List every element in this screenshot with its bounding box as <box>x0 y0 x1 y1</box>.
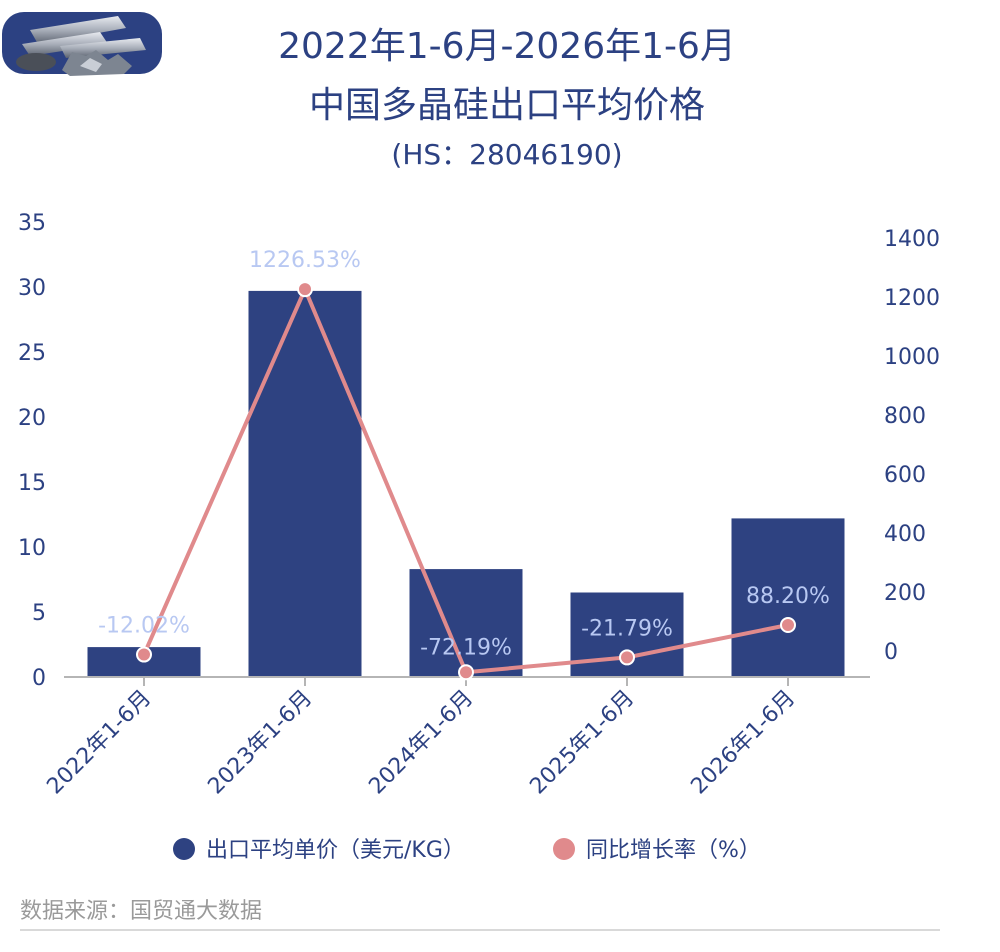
y-right-tick-label: 600 <box>884 463 926 488</box>
x-axis: 2022年1-6月 2023年1-6月 2024年1-6月 2025年1-6月 2026… <box>42 677 800 799</box>
growth-rate-point <box>297 281 313 298</box>
growth-rate-label: -12.02% <box>98 614 190 639</box>
chart-title-line1: 2022年1-6月-2026年1-6月 <box>278 26 736 67</box>
legend: 出口平均单价（美元/KG） 同比增长率（%） <box>173 838 761 863</box>
y-left-tick-label: 0 <box>32 666 46 691</box>
y-right-tick-label: 800 <box>884 404 926 429</box>
legend-marker-bar <box>173 838 195 860</box>
y-axis-left: 0 5 10 15 20 25 30 35 <box>18 211 46 691</box>
y-left-tick-label: 25 <box>18 341 46 366</box>
data-labels: -12.02% 1226.53% -72.19% -21.79% 88.20% <box>98 248 830 660</box>
x-tick-label: 2023年1-6月 <box>203 686 317 800</box>
x-tick-label: 2026年1-6月 <box>686 686 800 800</box>
y-left-tick-label: 10 <box>18 536 46 561</box>
growth-rate-label: 88.20% <box>746 584 830 609</box>
y-right-tick-label: 400 <box>884 522 926 547</box>
y-left-tick-label: 20 <box>18 406 46 431</box>
line-series <box>136 281 796 681</box>
growth-rate-point <box>458 664 474 681</box>
y-right-tick-label: 0 <box>884 640 898 665</box>
silicon-ingots-image <box>2 12 162 76</box>
growth-rate-point <box>780 616 796 633</box>
x-tick-label: 2025年1-6月 <box>525 686 639 800</box>
x-tick-label: 2024年1-6月 <box>364 686 478 800</box>
chart-subtitle: (HS：28046190) <box>391 138 622 171</box>
data-source: 数据来源：国贸通大数据 <box>20 899 262 924</box>
y-right-tick-label: 1400 <box>884 227 940 252</box>
growth-rate-label: -21.79% <box>581 616 673 641</box>
legend-label-line: 同比增长率（%） <box>586 838 761 863</box>
bar <box>731 518 845 677</box>
y-left-tick-label: 15 <box>18 471 46 496</box>
y-left-tick-label: 30 <box>18 276 46 301</box>
y-right-tick-label: 1200 <box>884 286 940 311</box>
y-axis-right: 0 200 400 600 800 1000 1200 1400 <box>884 227 940 665</box>
y-right-tick-label: 200 <box>884 581 926 606</box>
y-right-tick-label: 1000 <box>884 345 940 370</box>
x-tick-label: 2022年1-6月 <box>42 686 156 800</box>
legend-marker-line <box>553 838 575 860</box>
growth-rate-label: -72.19% <box>420 635 512 660</box>
growth-rate-label: 1226.53% <box>249 248 361 273</box>
growth-rate-point <box>136 646 152 663</box>
bar <box>248 290 362 677</box>
bar <box>409 569 523 677</box>
chart-title-line2: 中国多晶硅出口平均价格 <box>309 85 705 126</box>
y-left-tick-label: 5 <box>32 601 46 626</box>
y-left-tick-label: 35 <box>18 211 46 236</box>
bar-series <box>87 290 845 677</box>
legend-label-bar: 出口平均单价（美元/KG） <box>206 838 465 863</box>
growth-rate-point <box>619 649 635 666</box>
